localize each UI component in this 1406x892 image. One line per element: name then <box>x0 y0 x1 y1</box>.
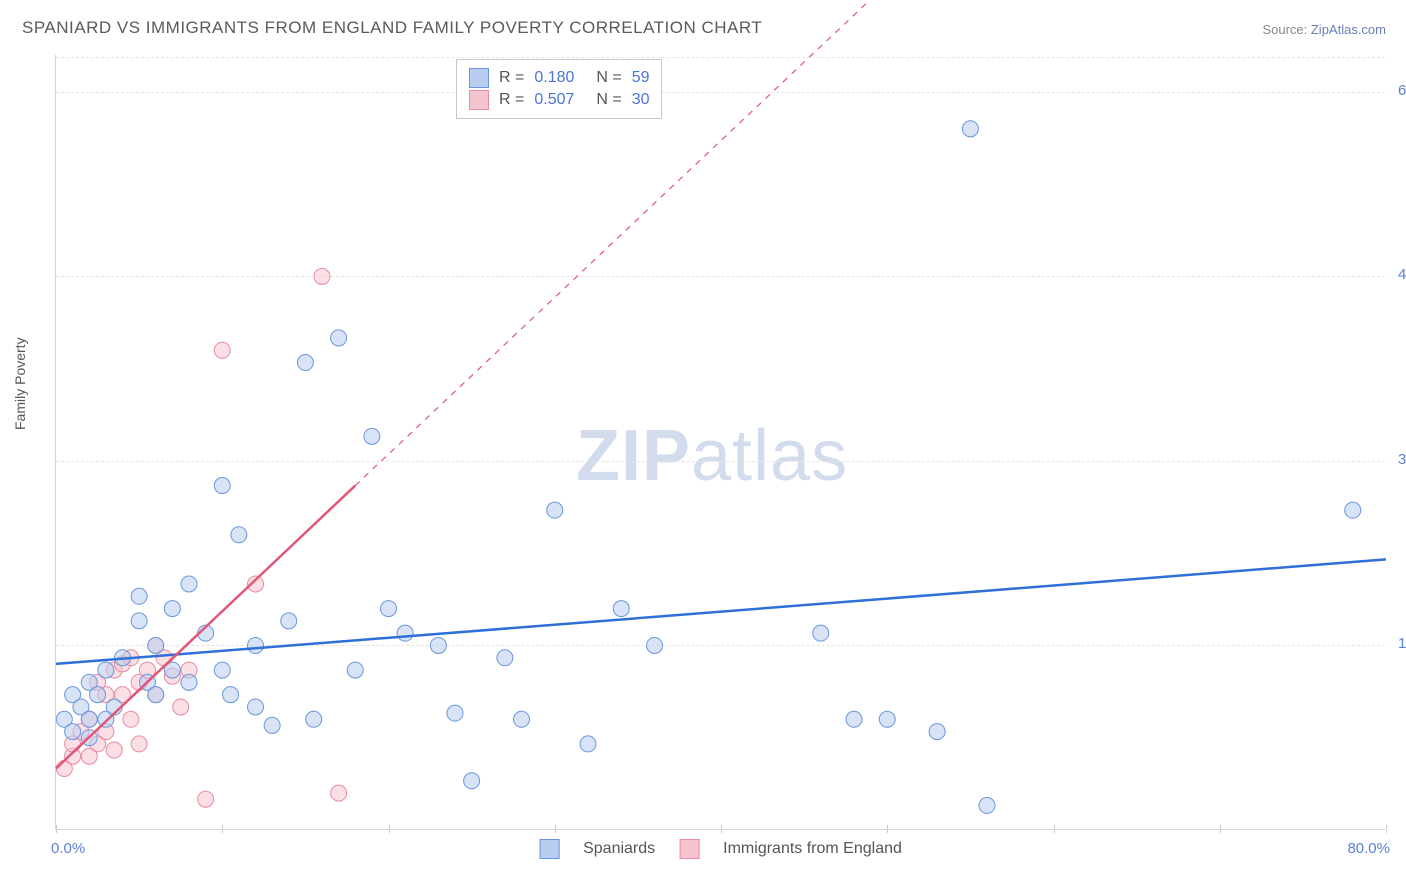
data-point <box>173 699 189 715</box>
data-point <box>106 742 122 758</box>
data-point <box>231 527 247 543</box>
n-value-spaniards: 59 <box>632 69 650 87</box>
legend-row-immigrants: R = 0.507 N = 30 <box>469 90 649 110</box>
data-point <box>1345 502 1361 518</box>
x-axis-min-label: 0.0% <box>51 840 85 857</box>
data-point <box>198 791 214 807</box>
data-point <box>364 428 380 444</box>
data-point <box>647 637 663 653</box>
data-point <box>214 662 230 678</box>
data-point <box>514 711 530 727</box>
data-point <box>148 637 164 653</box>
correlation-legend: R = 0.180 N = 59 R = 0.507 N = 30 <box>456 59 662 119</box>
y-tick-label: 45.0% <box>1390 266 1406 283</box>
data-point <box>879 711 895 727</box>
data-point <box>813 625 829 641</box>
r-value-spaniards: 0.180 <box>534 69 586 87</box>
legend-row-spaniards: R = 0.180 N = 59 <box>469 68 649 88</box>
data-point <box>248 637 264 653</box>
series-label-immigrants: Immigrants from England <box>723 840 902 858</box>
n-label: N = <box>596 69 621 87</box>
data-point <box>497 650 513 666</box>
n-value-immigrants: 30 <box>632 91 650 109</box>
data-point <box>613 601 629 617</box>
data-point <box>331 330 347 346</box>
plot-area: ZIPatlas 15.0%30.0%45.0%60.0% 0.0% 80.0%… <box>55 55 1385 830</box>
data-point <box>314 268 330 284</box>
data-point <box>123 711 139 727</box>
data-point <box>846 711 862 727</box>
data-point <box>347 662 363 678</box>
data-point <box>223 687 239 703</box>
data-point <box>81 711 97 727</box>
x-axis-max-label: 80.0% <box>1347 840 1390 857</box>
r-value-immigrants: 0.507 <box>534 91 586 109</box>
data-point <box>164 601 180 617</box>
data-point <box>65 724 81 740</box>
r-label: R = <box>499 69 524 87</box>
regression-line <box>56 559 1386 664</box>
data-point <box>447 705 463 721</box>
series-legend: Spaniards Immigrants from England <box>539 839 902 859</box>
series-label-spaniards: Spaniards <box>583 840 655 858</box>
x-tick <box>1386 825 1387 833</box>
data-point <box>979 797 995 813</box>
data-point <box>98 662 114 678</box>
data-point <box>214 342 230 358</box>
swatch-immigrants-bottom <box>679 839 699 859</box>
data-point <box>430 637 446 653</box>
source-link[interactable]: ZipAtlas.com <box>1311 22 1386 37</box>
data-point <box>90 687 106 703</box>
data-point <box>131 736 147 752</box>
regression-line <box>355 0 1020 486</box>
data-point <box>929 724 945 740</box>
data-point <box>580 736 596 752</box>
data-point <box>397 625 413 641</box>
chart-title: SPANIARD VS IMMIGRANTS FROM ENGLAND FAMI… <box>22 18 762 38</box>
data-point <box>214 478 230 494</box>
data-point <box>381 601 397 617</box>
data-point <box>464 773 480 789</box>
chart-container: SPANIARD VS IMMIGRANTS FROM ENGLAND FAMI… <box>0 0 1406 892</box>
swatch-spaniards <box>469 68 489 88</box>
data-point <box>148 687 164 703</box>
y-axis-label: Family Poverty <box>12 337 28 430</box>
y-tick-label: 30.0% <box>1390 451 1406 468</box>
plot-svg <box>56 55 1385 829</box>
data-point <box>131 613 147 629</box>
data-point <box>264 717 280 733</box>
source-attribution: Source: ZipAtlas.com <box>1262 22 1386 37</box>
r-label-2: R = <box>499 91 524 109</box>
y-tick-label: 15.0% <box>1390 635 1406 652</box>
swatch-immigrants <box>469 90 489 110</box>
swatch-spaniards-bottom <box>539 839 559 859</box>
data-point <box>248 699 264 715</box>
data-point <box>331 785 347 801</box>
data-point <box>547 502 563 518</box>
data-point <box>181 576 197 592</box>
data-point <box>297 355 313 371</box>
data-point <box>181 674 197 690</box>
data-point <box>281 613 297 629</box>
source-prefix: Source: <box>1262 22 1310 37</box>
y-tick-label: 60.0% <box>1390 82 1406 99</box>
data-point <box>306 711 322 727</box>
data-point <box>962 121 978 137</box>
data-point <box>131 588 147 604</box>
n-label-2: N = <box>596 91 621 109</box>
